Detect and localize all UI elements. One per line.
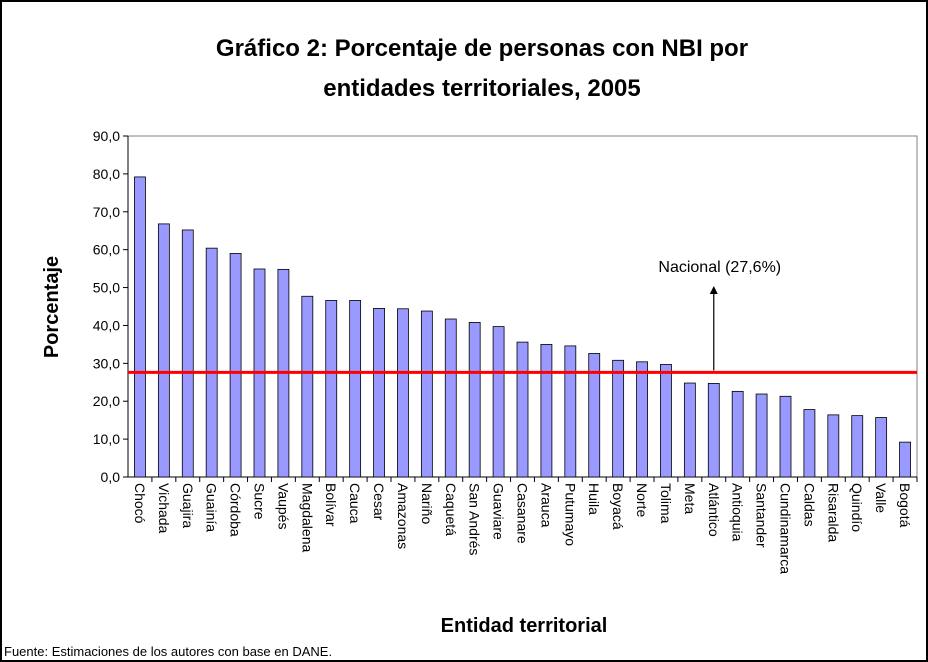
x-tick-label: Sucre [252, 483, 268, 520]
y-tick-label: 50,0 [93, 280, 120, 296]
bar [683, 382, 696, 478]
bar [827, 414, 840, 478]
x-axis-label: Entidad territorial [441, 615, 608, 637]
bar [851, 415, 864, 478]
x-tick-label: Amazonas [395, 483, 411, 549]
x-tick-label: Guaviare [491, 483, 507, 540]
y-tick-label: 10,0 [93, 431, 120, 447]
x-tick-label: Antioquia [730, 483, 746, 542]
bar [444, 318, 457, 478]
x-tick-label: Guainía [204, 483, 220, 532]
bar [875, 417, 888, 478]
bar [612, 359, 625, 478]
x-tick-label: San Andrés [467, 483, 483, 555]
y-tick-label: 0,0 [101, 469, 121, 485]
annotation-label: Nacional (27,6%) [658, 259, 781, 276]
bar [731, 390, 744, 478]
x-tick-label: Tolima [658, 483, 674, 524]
bar [229, 253, 242, 478]
x-tick-label: Caquetá [443, 483, 459, 536]
x-tick-label: Bogotá [897, 483, 913, 528]
x-tick-label: Risaralda [825, 483, 841, 542]
x-tick-label: Magdalena [299, 483, 315, 552]
x-tick-label: Cundinamarca [778, 483, 794, 574]
y-tick-label: 90,0 [93, 128, 120, 144]
bar [588, 353, 601, 478]
x-tick-label: Vaupés [275, 483, 291, 529]
x-tick-label: Córdoba [228, 483, 244, 537]
bar [755, 393, 768, 478]
x-tick-label: Valle [873, 483, 889, 513]
bar [397, 308, 409, 478]
bar [779, 395, 792, 478]
x-tick-label: Quindío [849, 483, 865, 532]
x-tick-label: Meta [682, 483, 698, 514]
bar [373, 307, 385, 478]
y-tick-label: 60,0 [93, 242, 120, 258]
bar [420, 310, 433, 478]
y-tick-label: 30,0 [93, 355, 120, 371]
bar [540, 343, 553, 478]
x-tick-label: Arauca [538, 483, 554, 528]
x-tick-label: Boyacá [610, 483, 626, 530]
bar [636, 361, 648, 478]
bar [468, 322, 481, 478]
bar [349, 300, 362, 478]
x-tick-label: Caldas [801, 483, 817, 527]
bar [516, 341, 529, 478]
bar [301, 295, 314, 478]
bar [325, 300, 338, 478]
x-tick-label: Casanare [515, 483, 531, 544]
annotation-arrowhead [709, 286, 718, 294]
bar [660, 364, 672, 478]
y-tick-label: 80,0 [93, 166, 120, 182]
x-tick-label: Cesar [371, 483, 387, 521]
bar [134, 176, 146, 478]
bar [803, 409, 816, 478]
x-tick-label: Atlántico [706, 483, 722, 537]
x-tick-label: Norte [634, 483, 650, 517]
y-axis-label: Porcentaje [41, 256, 63, 358]
y-tick-label: 20,0 [93, 393, 120, 409]
source-note: Fuente: Estimaciones de los autores con … [4, 644, 332, 659]
x-tick-label: Vichada [156, 483, 172, 534]
chart-title: Gráfico 2: Porcentaje de personas con NB… [216, 35, 748, 62]
y-tick-label: 70,0 [93, 204, 120, 220]
x-tick-label: Chocó [132, 483, 148, 524]
x-tick-label: Huila [586, 483, 602, 515]
x-tick-label: Guajira [180, 483, 196, 528]
x-tick-label: Santander [754, 483, 770, 548]
bar [205, 247, 218, 478]
x-tick-label: Putumayo [562, 483, 578, 546]
bar [181, 229, 194, 478]
chart-title: entidades territoriales, 2005 [323, 75, 640, 102]
y-tick-label: 40,0 [93, 317, 120, 333]
bar [564, 345, 577, 478]
bar [157, 223, 170, 478]
bar [899, 441, 911, 478]
x-tick-label: Cauca [347, 483, 363, 524]
x-tick-label: Nariño [419, 483, 435, 524]
bar [707, 383, 720, 478]
x-tick-label: Bolívar [323, 483, 339, 527]
bar [492, 326, 505, 478]
